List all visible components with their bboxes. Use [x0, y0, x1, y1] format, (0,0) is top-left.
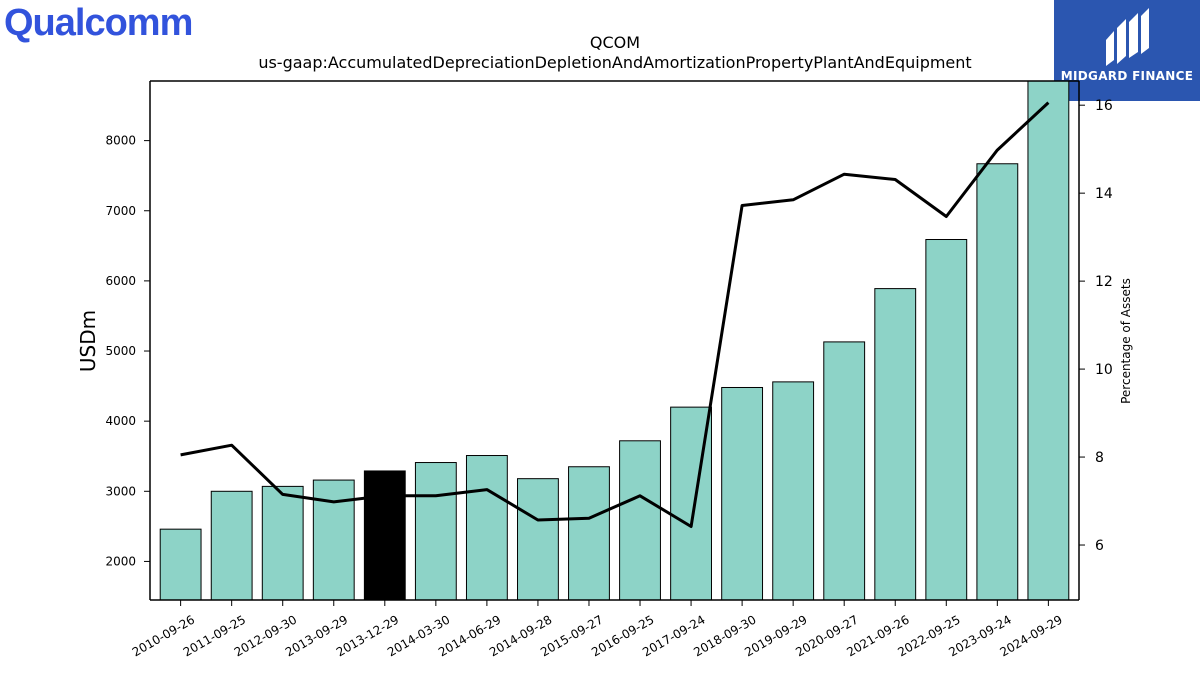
midgard-finance-label: MIDGARD FINANCE [1060, 69, 1194, 83]
chart-subtitle: us-gaap:AccumulatedDepreciationDepletion… [258, 53, 971, 72]
right-axis-ticks: 6 8 10 12 14 16 [1079, 98, 1113, 554]
bar [414, 462, 457, 601]
bar [1027, 80, 1070, 601]
y2-tick-label: 10 [1095, 362, 1113, 378]
bar [159, 528, 202, 601]
left-axis-ticks: 2000 3000 4000 5000 6000 7000 8000 [105, 134, 150, 568]
x-axis-ticks: 2010-09-262011-09-252012-09-302013-09-29… [130, 600, 1065, 659]
y-tick-label: 5000 [105, 344, 136, 358]
bar [210, 490, 253, 601]
y-tick-label: 7000 [105, 204, 136, 218]
y2-tick-label: 6 [1095, 538, 1104, 554]
chart-title: QCOM [590, 33, 640, 52]
bar [721, 386, 764, 601]
bar [619, 440, 661, 601]
y-tick-label: 3000 [105, 484, 136, 498]
y2-tick-label: 8 [1095, 450, 1104, 466]
bar [874, 288, 917, 601]
chart-axes [149, 80, 1080, 601]
midgard-emblem-icon [1106, 8, 1149, 66]
bar [363, 470, 406, 601]
bar [823, 341, 866, 601]
y2-tick-label: 12 [1095, 274, 1113, 290]
bar [976, 163, 1019, 601]
line-series [180, 101, 1050, 528]
y-tick-label: 6000 [105, 274, 136, 288]
y-tick-label: 4000 [105, 414, 136, 428]
y-tick-label: 2000 [105, 554, 136, 568]
bar [465, 455, 508, 601]
qualcomm-logo: Qualcomm [4, 2, 193, 44]
bar [517, 478, 559, 601]
bar [261, 485, 304, 601]
midgard-finance-logo: MIDGARD FINANCE [1054, 0, 1200, 101]
y2-tick-label: 16 [1095, 98, 1113, 114]
y-tick-label: 8000 [105, 134, 136, 148]
bar [312, 479, 355, 601]
y-axis-label: USDm [76, 310, 100, 372]
bar [772, 381, 815, 601]
bar-series [159, 80, 1070, 601]
y2-axis-label: Percentage of Assets [1119, 278, 1133, 404]
bar [925, 239, 968, 601]
y2-tick-label: 14 [1095, 186, 1113, 202]
percentage-line [180, 101, 1050, 528]
bar [568, 466, 610, 601]
